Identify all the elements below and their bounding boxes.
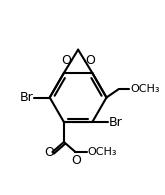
Text: O: O <box>61 54 71 66</box>
Text: OCH₃: OCH₃ <box>130 84 159 94</box>
Text: OCH₃: OCH₃ <box>88 147 117 157</box>
Text: O: O <box>85 54 95 66</box>
Text: O: O <box>44 145 54 159</box>
Text: Br: Br <box>20 91 34 104</box>
Text: O: O <box>71 154 81 167</box>
Text: Br: Br <box>108 116 122 129</box>
